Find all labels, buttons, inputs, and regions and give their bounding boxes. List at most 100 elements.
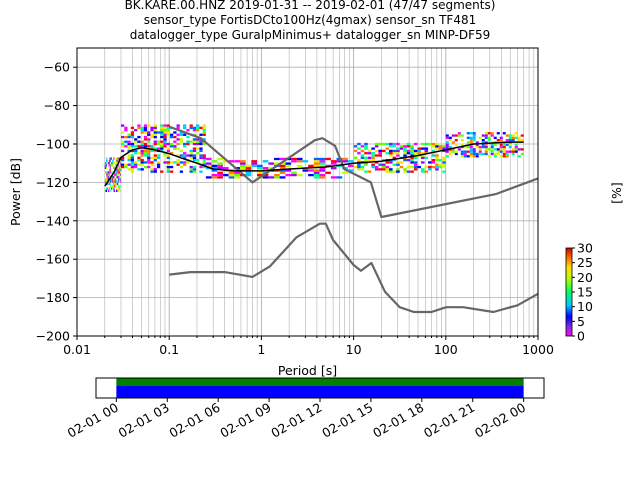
density-cell [472, 132, 476, 135]
density-cell [451, 148, 455, 151]
density-cell [137, 168, 141, 171]
density-cell [406, 158, 411, 162]
density-cell [268, 162, 275, 165]
density-cell [396, 154, 400, 157]
density-cell [115, 187, 117, 190]
density-cell [166, 149, 170, 153]
coverage-tick-label: 02-01 06 [167, 400, 223, 441]
density-cell [166, 129, 170, 132]
density-cell [160, 170, 164, 173]
density-cell [378, 163, 382, 166]
density-cell [127, 149, 131, 153]
density-cell [109, 166, 111, 169]
density-cell [109, 157, 111, 160]
density-cell [239, 167, 246, 170]
density-cell [274, 157, 280, 161]
density-cell [153, 158, 157, 162]
density-cell [403, 170, 407, 173]
density-cell [134, 165, 138, 169]
density-cell [420, 156, 425, 159]
density-cell [490, 143, 494, 146]
density-cell [389, 154, 393, 157]
coverage-tick-label: 02-02 00 [472, 400, 528, 441]
density-cell [484, 148, 488, 151]
density-cell [481, 145, 485, 149]
chart-title-line-2: sensor_type FortisDCto100Hz(4gmax) senso… [143, 13, 477, 27]
density-cell [403, 158, 407, 162]
density-cell [392, 156, 397, 159]
density-cell [106, 173, 108, 176]
density-cell [112, 162, 114, 165]
colorbar-tick-label: 0 [577, 329, 585, 344]
density-cell [396, 168, 400, 171]
density-cell [115, 189, 117, 192]
density-cell [153, 142, 157, 146]
density-cell [120, 142, 125, 146]
density-cell [156, 142, 161, 146]
density-cell [169, 145, 174, 148]
density-cell [166, 161, 170, 164]
density-cell [371, 147, 375, 150]
density-cell [406, 152, 411, 155]
density-cell [137, 152, 141, 155]
density-cell [199, 156, 203, 159]
density-cell [111, 162, 113, 165]
density-cell [245, 167, 252, 170]
density-cell [364, 156, 368, 159]
density-cell [115, 178, 117, 181]
density-cell [117, 175, 119, 179]
density-cell [520, 139, 524, 142]
density-cell [514, 148, 518, 151]
density-cell [487, 148, 491, 151]
density-cell [330, 167, 337, 170]
density-cell [469, 155, 473, 158]
density-cell [308, 173, 314, 177]
density-cell [364, 170, 368, 173]
density-cell [110, 187, 112, 190]
density-cell [156, 161, 161, 164]
density-cell [502, 145, 506, 149]
density-cell [442, 165, 446, 169]
density-cell [499, 139, 503, 142]
density-cell [364, 163, 368, 166]
density-cell [183, 156, 187, 159]
x-tick-label: 1000 [522, 342, 554, 357]
density-cell [109, 173, 111, 176]
density-cell [262, 176, 269, 179]
density-cell [319, 160, 326, 163]
density-cell [431, 152, 436, 155]
density-cell [116, 168, 118, 172]
density-cell [130, 158, 135, 162]
density-cell [183, 154, 187, 157]
density-cell [107, 189, 109, 192]
density-cell [130, 126, 135, 130]
density-cell [115, 185, 117, 188]
density-cell [143, 149, 148, 153]
density-cell [115, 180, 117, 183]
density-cell [424, 165, 429, 169]
density-cell [406, 165, 411, 169]
density-cell [119, 175, 121, 179]
density-cell [117, 185, 119, 188]
density-cell [113, 189, 115, 192]
density-cell [163, 154, 167, 157]
density-cell [353, 149, 358, 153]
density-cell [114, 166, 116, 169]
density-cell [285, 162, 292, 165]
density-cell [153, 129, 157, 132]
density-cell [140, 142, 144, 146]
density-cell [469, 152, 473, 156]
density-cell [505, 150, 509, 153]
density-cell [481, 134, 485, 137]
density-cell [173, 145, 177, 148]
density-cell [112, 162, 114, 165]
colorbar-tick-label: 5 [577, 314, 585, 329]
density-cell [179, 138, 184, 141]
density-cell [511, 139, 515, 142]
density-cell [460, 155, 464, 158]
density-cell [113, 187, 115, 190]
y-tick-label: −60 [44, 60, 70, 75]
density-cell [493, 152, 497, 156]
density-cell [114, 162, 116, 165]
density-cell [435, 156, 439, 159]
